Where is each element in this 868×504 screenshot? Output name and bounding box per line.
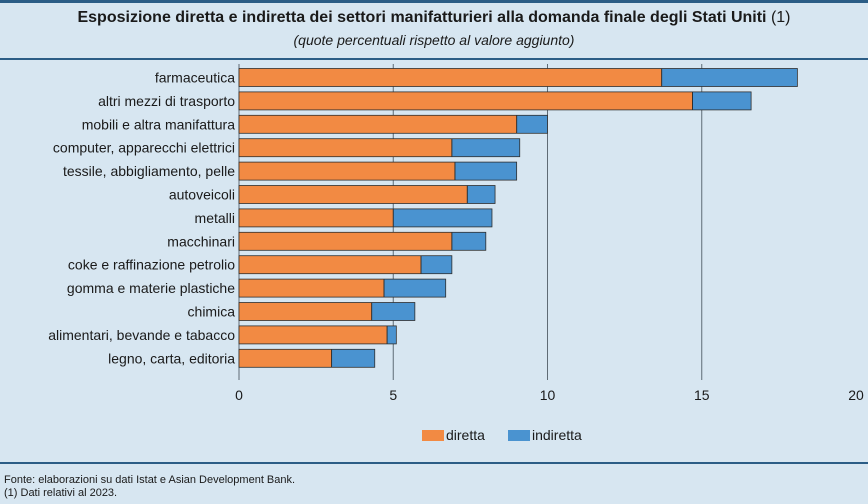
- bar-diretta: [239, 325, 388, 344]
- bar-diretta: [239, 162, 455, 181]
- bar-outline: [238, 208, 493, 228]
- bar-indiretta: [383, 279, 446, 298]
- category-label: coke e raffinazione petrolio: [68, 257, 235, 273]
- bar-diretta: [239, 302, 372, 321]
- bar-indiretta: [692, 91, 752, 110]
- bar-diretta: [239, 255, 422, 274]
- bar-diretta: [239, 208, 394, 227]
- bar-diretta: [239, 115, 517, 134]
- bar-indiretta: [331, 349, 375, 368]
- footnote: (1) Dati relativi al 2023.: [4, 487, 118, 499]
- category-label: autoveicoli: [169, 187, 235, 203]
- bar-outline: [238, 138, 521, 158]
- bar-indiretta: [516, 115, 548, 134]
- x-tick-label: 15: [694, 387, 710, 403]
- bar-outline: [238, 302, 416, 321]
- category-label: legno, carta, editoria: [108, 350, 235, 366]
- title-text: Esposizione diretta e indiretta dei sett…: [77, 9, 767, 26]
- source-note: Fonte: elaborazioni su dati Istat e Asia…: [4, 474, 296, 486]
- footer: Fonte: elaborazioni su dati Istat e Asia…: [4, 474, 295, 500]
- category-label: farmaceutica: [155, 70, 235, 86]
- bar-indiretta: [421, 255, 452, 274]
- bar-outline: [238, 91, 752, 111]
- bar-diretta: [239, 138, 452, 157]
- bar-diretta: [239, 279, 384, 298]
- legend-swatch-indiretta: [508, 430, 530, 441]
- chart-subtitle: (quote percentuali rispetto al valore ag…: [293, 32, 575, 48]
- category-label: tessile, abbigliamento, pelle: [63, 163, 235, 179]
- bar-indiretta: [661, 68, 798, 87]
- top-rule: [0, 0, 868, 3]
- category-label: macchinari: [167, 233, 235, 249]
- title-note: (1): [770, 9, 791, 26]
- bar-outline: [238, 348, 376, 368]
- bar-indiretta: [451, 232, 486, 251]
- bar-outline: [238, 325, 397, 345]
- bar-chart: farmaceutica altri mezzi di trasporto mobi…: [48, 64, 864, 443]
- x-tick-label: 0: [235, 387, 243, 403]
- x-tick-label: 20: [848, 387, 864, 403]
- bar-outline: [238, 185, 496, 204]
- x-tick-label: 10: [540, 387, 556, 403]
- legend-swatch-diretta: [422, 430, 444, 441]
- bar-outline: [238, 161, 518, 181]
- bar-indiretta: [451, 138, 520, 157]
- bar-indiretta: [467, 185, 496, 204]
- bar-diretta: [239, 91, 693, 110]
- bar-diretta: [239, 232, 452, 251]
- category-label: gomma e materie plastiche: [67, 280, 235, 296]
- bar-outline: [238, 114, 548, 134]
- bar-diretta: [239, 185, 468, 204]
- category-label: chimica: [188, 304, 236, 320]
- header-rule: [0, 58, 868, 60]
- bar-outline: [238, 278, 447, 298]
- legend-label-indiretta: indiretta: [532, 427, 582, 443]
- bar-diretta: [239, 349, 332, 368]
- bar-indiretta: [393, 208, 492, 227]
- x-tick-label: 5: [389, 387, 397, 403]
- legend-label-diretta: diretta: [446, 427, 485, 443]
- category-label: computer, apparecchi elettrici: [53, 140, 235, 156]
- bar-outline: [238, 255, 453, 275]
- chart-title: Esposizione diretta e indiretta dei sett…: [0, 9, 868, 27]
- bar-indiretta: [454, 162, 517, 181]
- bar-outline: [238, 68, 798, 87]
- category-label: altri mezzi di trasporto: [98, 93, 235, 109]
- bar-outline: [238, 231, 487, 251]
- category-label: mobili e altra manifattura: [82, 116, 236, 132]
- category-label: metalli: [195, 210, 235, 226]
- category-label: alimentari, bevande e tabacco: [48, 327, 235, 343]
- bar-diretta: [239, 68, 662, 87]
- bar-indiretta: [371, 302, 415, 321]
- bar-indiretta: [387, 325, 397, 344]
- footer-rule: [0, 462, 868, 464]
